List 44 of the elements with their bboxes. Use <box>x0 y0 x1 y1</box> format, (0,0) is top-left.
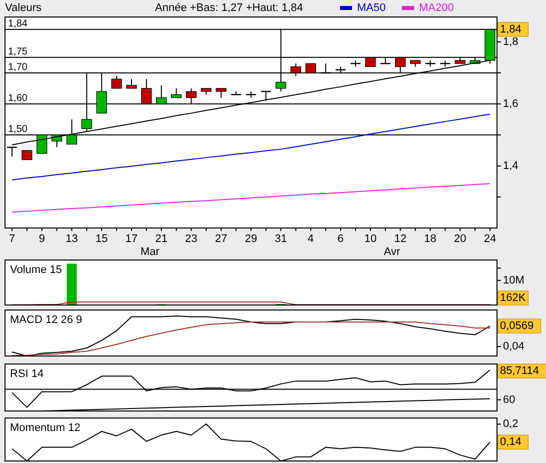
text: 0,14 <box>500 436 522 448</box>
y-tick-label: 1,4 <box>503 160 518 172</box>
x-tick-label: 18 <box>424 233 436 245</box>
x-tick-label: 23 <box>185 233 198 245</box>
ref-line-label: 1,60 <box>8 92 28 104</box>
chart-title: RSI 14 <box>10 368 44 380</box>
x-tick-label: 29 <box>244 233 258 245</box>
x-tick-label: 17 <box>125 233 138 245</box>
chart-title: Momentum 12 <box>10 422 80 434</box>
x-tick-label: 20 <box>454 233 466 245</box>
x-tick-label: 6 <box>338 233 344 245</box>
x-tick-label: 21 <box>155 233 168 245</box>
x-tick-label: 27 <box>215 233 228 245</box>
x-tick-label: 13 <box>66 233 78 245</box>
legend-label: MA200 <box>419 2 454 14</box>
x-tick-label: 9 <box>38 233 45 245</box>
x-tick-label: 15 <box>96 233 108 245</box>
ref-line-label: 1,84 <box>8 18 28 30</box>
text: 0,2 <box>503 418 518 430</box>
x-tick-label: 4 <box>308 233 314 245</box>
text: 162K <box>500 292 526 304</box>
y-tick-label: 1,8 <box>503 36 518 48</box>
chart-title: Volume 15 <box>10 264 62 276</box>
x-tick-label: 10 <box>364 233 377 245</box>
y-tick-label: 10M <box>503 274 524 286</box>
y-tick-label: 1,6 <box>503 98 518 110</box>
text: Avr <box>384 246 400 258</box>
chart-title: MACD 12 26 9 <box>10 314 82 326</box>
text: 85,7114 <box>500 365 539 377</box>
text: Mar <box>140 246 160 258</box>
ref-line-label: 1,50 <box>8 124 28 135</box>
legend-label: MA50 <box>357 2 386 14</box>
ref-line-label: 1,70 <box>8 62 28 73</box>
x-tick-label: 12 <box>394 233 406 245</box>
x-tick-label: 24 <box>484 233 496 245</box>
text: 1,84 <box>500 23 522 36</box>
x-tick-label: 31 <box>274 233 287 245</box>
text: 60 <box>503 394 516 406</box>
text: 0,04 <box>503 340 524 353</box>
text: 0,0569 <box>500 320 534 332</box>
chart-subtitle: Année +Bas: 1,27 +Haut: 1,84 <box>155 2 304 14</box>
x-tick-label: 7 <box>8 233 16 245</box>
chart-title: Valeurs <box>5 2 42 14</box>
ref-line-label: 1,75 <box>8 46 28 58</box>
